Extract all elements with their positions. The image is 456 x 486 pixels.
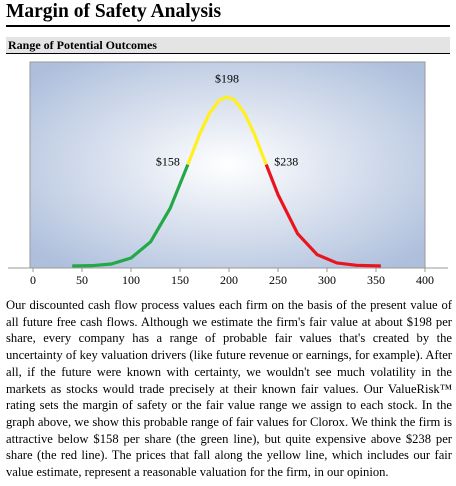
x-tick-label: 300: [318, 273, 336, 287]
annotation-label: $158: [156, 154, 180, 168]
curve-segment: [72, 163, 190, 268]
x-tick-label: 400: [416, 273, 434, 287]
x-tick-label: 0: [30, 273, 36, 287]
x-tick-label: 50: [76, 273, 88, 287]
x-tick-label: 100: [122, 273, 140, 287]
plot-area: [29, 61, 426, 269]
x-tick-label: 200: [220, 273, 238, 287]
page-title: Margin of Safety Analysis: [6, 1, 450, 27]
section-title: Range of Potential Outcomes: [6, 37, 450, 54]
curve-segment: [264, 163, 381, 268]
x-tick-label: 250: [269, 273, 287, 287]
x-tick-label: 350: [367, 273, 385, 287]
body-text: Our discounted cash flow process values …: [6, 298, 452, 480]
x-tick-label: 150: [171, 273, 189, 287]
annotation-label: $238: [274, 154, 298, 168]
annotation-label: $198: [215, 72, 239, 86]
curve-segment: [186, 95, 268, 166]
chart: 0 50 100 150 200 250 300 350 400 $198 $158 $238: [8, 61, 448, 287]
